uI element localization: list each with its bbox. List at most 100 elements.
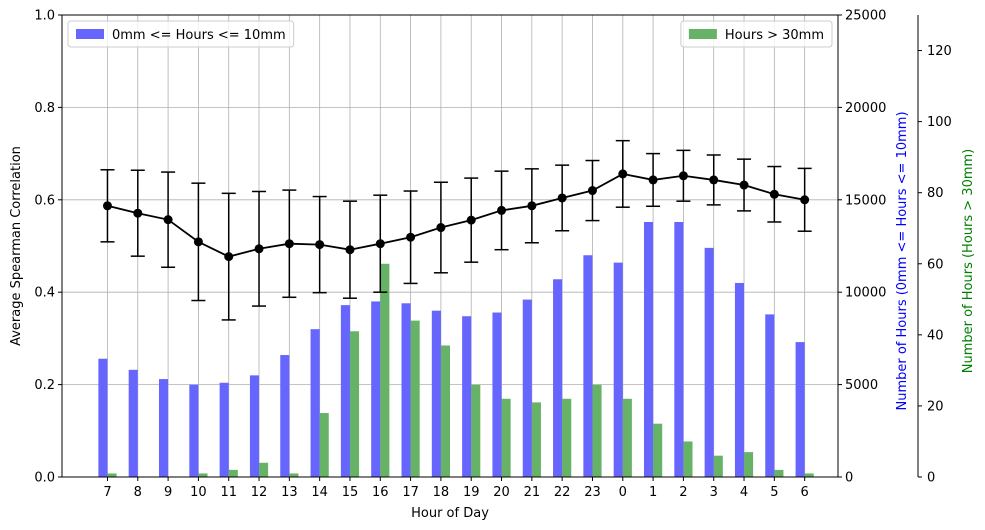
correlation-point xyxy=(163,215,173,225)
x-tick-label: 12 xyxy=(251,485,268,500)
correlation-point xyxy=(254,244,264,254)
correlation-point xyxy=(557,193,567,203)
correlation-point xyxy=(527,201,537,211)
y-left-tick-label: 0.4 xyxy=(34,286,55,301)
correlation-point xyxy=(345,245,355,255)
bar-low-rain xyxy=(371,301,381,477)
bar-low-rain xyxy=(674,221,684,477)
bars xyxy=(98,221,814,477)
bar-low-rain xyxy=(128,369,138,477)
x-tick-label: 1 xyxy=(649,485,657,500)
bar-heavy-rain xyxy=(380,263,390,477)
bar-low-rain xyxy=(492,312,502,477)
correlation-point xyxy=(315,240,325,250)
y-right1-tick-label: 15000 xyxy=(845,193,886,208)
legend-right-box xyxy=(680,20,833,48)
bar-low-rain xyxy=(644,221,654,477)
bar-heavy-rain xyxy=(501,398,511,477)
bar-heavy-rain xyxy=(349,331,360,477)
bar-low-rain xyxy=(522,299,532,477)
bar-heavy-rain xyxy=(653,423,663,477)
y-right1-tick-label: 20000 xyxy=(845,101,886,116)
correlation-point xyxy=(133,208,143,218)
bar-heavy-rain xyxy=(259,462,269,477)
x-tick-label: 17 xyxy=(402,485,419,500)
bar-low-rain xyxy=(704,247,714,477)
y-right1-tick-label: 25000 xyxy=(845,9,886,24)
bar-heavy-rain xyxy=(683,441,693,477)
bar-low-rain xyxy=(431,310,441,477)
y-axis-right2-label: Number of Hours (Hours > 30mm) xyxy=(961,149,976,374)
legend-left-label: 0mm <= Hours <= 10mm xyxy=(112,28,286,43)
x-tick-label: 9 xyxy=(164,485,172,500)
bar-heavy-rain xyxy=(592,384,602,477)
y-right2-tick-label: 60 xyxy=(927,257,944,272)
bar-heavy-rain xyxy=(471,384,481,477)
bar-heavy-rain xyxy=(531,402,541,477)
bar-low-rain xyxy=(583,255,593,477)
right-axis-secondary: 0 20 40 60 80 100 120 xyxy=(917,15,952,486)
y-left-tick-label: 1.0 xyxy=(34,9,55,24)
bar-heavy-rain xyxy=(774,469,784,477)
correlation-point xyxy=(800,195,810,205)
bar-low-rain xyxy=(219,382,229,477)
left-axis: 0.0 0.2 0.4 0.6 0.8 1.0 xyxy=(34,9,62,486)
bar-low-rain xyxy=(401,303,411,477)
correlation-point xyxy=(678,171,688,181)
x-axis-label: Hour of Day xyxy=(411,506,489,521)
x-tick-label: 23 xyxy=(584,485,601,500)
correlation-point xyxy=(587,186,597,196)
bar-low-rain xyxy=(553,279,563,477)
correlation-point xyxy=(406,232,416,242)
x-tick-label: 4 xyxy=(740,485,748,500)
bar-low-rain xyxy=(159,379,169,477)
bottom-axis: 7 8 9 10 11 12 13 14 15 16 17 18 19 20 21 22 23 0 1 2 3 4 5 6 xyxy=(103,477,809,500)
y-right2-tick-label: 40 xyxy=(927,328,944,343)
legend-left-box xyxy=(67,20,295,48)
x-tick-label: 11 xyxy=(220,485,237,500)
bar-heavy-rain xyxy=(440,345,450,477)
bar-heavy-rain xyxy=(228,469,238,477)
bar-low-rain xyxy=(795,342,805,477)
legend-right: Hours > 30mm xyxy=(680,20,833,48)
x-tick-label: 20 xyxy=(493,485,510,500)
bar-heavy-rain xyxy=(410,320,420,477)
legend-right-label: Hours > 30mm xyxy=(725,28,824,43)
x-tick-label: 6 xyxy=(801,485,809,500)
correlation-point xyxy=(375,239,385,249)
x-tick-label: 16 xyxy=(372,485,389,500)
correlation-point xyxy=(739,180,749,190)
bar-heavy-rain xyxy=(622,398,632,477)
x-tick-label: 18 xyxy=(433,485,450,500)
bar-low-rain xyxy=(734,282,745,477)
x-tick-label: 15 xyxy=(342,485,359,500)
x-tick-label: 13 xyxy=(281,485,298,500)
correlation-point xyxy=(284,239,294,249)
x-tick-label: 2 xyxy=(679,485,687,500)
x-tick-label: 5 xyxy=(770,485,778,500)
y-right2-tick-label: 0 xyxy=(927,471,935,486)
bar-low-rain xyxy=(249,375,260,477)
correlation-point xyxy=(618,169,628,179)
bar-heavy-rain xyxy=(804,473,814,477)
legend-right-swatch xyxy=(688,29,717,39)
x-tick-label: 8 xyxy=(134,485,142,500)
y-right1-tick-label: 10000 xyxy=(845,286,886,301)
y-axis-left-label: Average Spearman Correlation xyxy=(9,146,24,346)
bar-heavy-rain xyxy=(289,473,299,477)
correlation-point xyxy=(648,175,658,185)
y-right1-tick-label: 0 xyxy=(845,471,853,486)
correlation-point xyxy=(193,237,203,247)
y-left-tick-label: 0.8 xyxy=(34,101,55,116)
x-tick-label: 7 xyxy=(103,485,111,500)
x-tick-label: 10 xyxy=(190,485,207,500)
legend-left: 0mm <= Hours <= 10mm xyxy=(67,20,295,48)
bar-low-rain xyxy=(310,329,320,477)
bar-heavy-rain xyxy=(107,473,117,477)
y-right2-tick-label: 80 xyxy=(927,186,944,201)
y-right1-tick-label: 5000 xyxy=(845,378,878,393)
bar-heavy-rain xyxy=(744,452,754,477)
x-tick-label: 0 xyxy=(619,485,627,500)
x-tick-label: 14 xyxy=(311,485,328,500)
correlation-point xyxy=(497,205,507,215)
